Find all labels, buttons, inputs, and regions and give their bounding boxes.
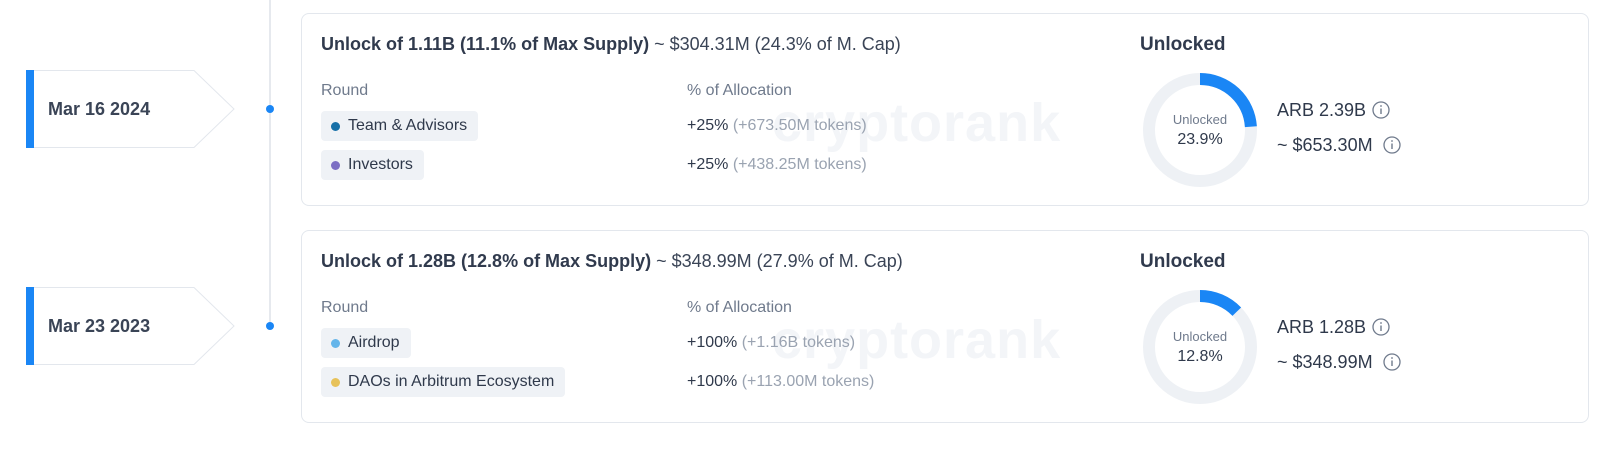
- unlock-card: cryptorank Unlock of 1.11B (11.1% of Max…: [301, 13, 1589, 206]
- round-color-dot: [331, 339, 340, 348]
- round-color-dot: [331, 161, 340, 170]
- allocation-pct: +25%: [687, 156, 729, 173]
- info-icon[interactable]: [1372, 318, 1390, 336]
- allocation-header: % of Allocation: [687, 82, 792, 99]
- allocation-header: % of Allocation: [687, 299, 792, 316]
- round-header: Round: [321, 299, 369, 316]
- donut-arc: [1143, 73, 1257, 187]
- donut-arc: [1143, 290, 1257, 404]
- round-header: Round: [321, 82, 369, 99]
- allocation-pct: +100%: [687, 373, 738, 390]
- date-tag: Mar 23 2023: [26, 287, 236, 365]
- allocation-tokens: (+113.00M tokens): [741, 373, 875, 390]
- info-icon[interactable]: [1383, 353, 1401, 371]
- date-tag-shape: [26, 287, 235, 365]
- round-chip[interactable]: Team & Advisors: [321, 111, 479, 141]
- round-chip[interactable]: Airdrop: [321, 328, 411, 358]
- donut-percent: 23.9%: [1177, 130, 1223, 148]
- allocation-value: +25% (+673.50M tokens): [687, 117, 867, 135]
- round-chip[interactable]: DAOs in Arbitrum Ecosystem: [321, 367, 566, 397]
- unlocked-header: Unlocked: [1140, 251, 1226, 272]
- unlock-value: ~ $304.31M (24.3% of M. Cap): [654, 34, 901, 54]
- donut-label: Unlocked: [1172, 328, 1228, 344]
- unlocked-arb: ARB 2.39B: [1277, 100, 1367, 120]
- date-label: Mar 16 2024: [48, 99, 151, 119]
- round-name: DAOs in Arbitrum Ecosystem: [348, 373, 555, 390]
- allocation-tokens: (+1.16B tokens): [741, 334, 856, 351]
- round-name: Airdrop: [348, 334, 400, 351]
- unlock-card: cryptorank Unlock of 1.28B (12.8% of Max…: [301, 230, 1589, 423]
- unlocked-usd: ~ $653.30M: [1277, 135, 1373, 155]
- donut-percent: 12.8%: [1177, 347, 1223, 365]
- round-name: Investors: [348, 156, 413, 173]
- timeline-line: [269, 0, 271, 330]
- unlocked-header: Unlocked: [1140, 34, 1226, 55]
- donut-center: Unlocked 12.8%: [1140, 287, 1260, 407]
- date-tag: Mar 16 2024: [26, 70, 236, 148]
- watermark: cryptorank: [772, 93, 1062, 153]
- unlocked-donut: [1143, 73, 1257, 187]
- date-tag-shape: [26, 70, 235, 148]
- date-label: Mar 23 2023: [48, 316, 151, 336]
- allocation-pct: +100%: [687, 334, 738, 351]
- round-name: Team & Advisors: [348, 117, 468, 134]
- round-color-dot: [331, 122, 340, 131]
- info-icon[interactable]: [1372, 101, 1390, 119]
- unlocked-arb: ARB 1.28B: [1277, 317, 1367, 337]
- unlock-amount: Unlock of 1.28B (12.8% of Max Supply): [321, 251, 652, 271]
- allocation-value: +100% (+113.00M tokens): [687, 373, 874, 391]
- allocation-value: +25% (+438.25M tokens): [687, 156, 867, 174]
- donut-center: Unlocked 23.9%: [1140, 70, 1260, 190]
- timeline-dot: [266, 105, 274, 113]
- unlocked-donut: [1143, 290, 1257, 404]
- info-icon[interactable]: [1383, 136, 1401, 154]
- timeline-dot: [266, 322, 274, 330]
- round-color-dot: [331, 378, 340, 387]
- unlock-title: Unlock of 1.28B (12.8% of Max Supply) ~ …: [321, 251, 903, 272]
- allocation-tokens: (+438.25M tokens): [732, 156, 867, 173]
- watermark: cryptorank: [772, 310, 1062, 370]
- unlock-title: Unlock of 1.11B (11.1% of Max Supply) ~ …: [321, 34, 901, 55]
- unlock-value: ~ $348.99M (27.9% of M. Cap): [656, 251, 903, 271]
- unlocked-usd: ~ $348.99M: [1277, 352, 1373, 372]
- unlock-amount: Unlock of 1.11B (11.1% of Max Supply): [321, 34, 650, 54]
- allocation-tokens: (+673.50M tokens): [732, 117, 867, 134]
- round-chip[interactable]: Investors: [321, 150, 424, 180]
- allocation-pct: +25%: [687, 117, 729, 134]
- donut-label: Unlocked: [1172, 111, 1228, 127]
- allocation-value: +100% (+1.16B tokens): [687, 334, 855, 352]
